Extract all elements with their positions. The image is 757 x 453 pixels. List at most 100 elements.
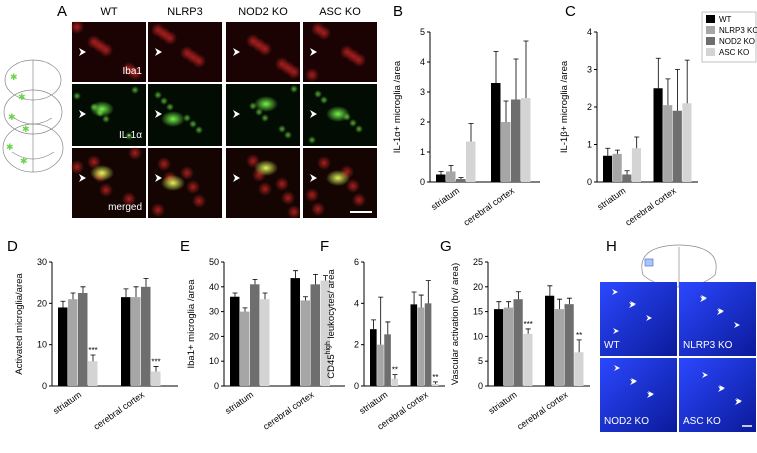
y-axis-label: Vascular activation (bv/ area) — [450, 263, 461, 385]
y-tick-label: 0 — [420, 177, 425, 187]
y-tick-label: 4 — [587, 27, 592, 37]
bar — [290, 278, 300, 386]
arrowhead — [702, 372, 708, 378]
cell — [275, 57, 289, 71]
error-bar — [232, 292, 238, 297]
bar — [564, 304, 574, 386]
micrograph-grid: H WT NLRP3 KO NOD2 KO ASC KO — [600, 238, 756, 432]
cell — [340, 45, 354, 59]
bar — [554, 309, 564, 386]
error-bar — [614, 149, 620, 154]
y-tick-label: 0 — [354, 381, 359, 391]
error-bar — [458, 177, 464, 179]
y-tick-label: 25 — [473, 257, 483, 267]
svg-text:✱: ✱ — [22, 124, 30, 134]
bar — [240, 311, 250, 386]
bar — [446, 171, 456, 182]
cell — [189, 120, 197, 128]
cell — [154, 91, 162, 99]
x-tick-label: cerebral cortex — [515, 389, 570, 432]
cell — [180, 46, 194, 60]
y-tick-label: 10 — [473, 331, 483, 341]
panel-letter: D — [7, 238, 18, 255]
cell — [99, 183, 113, 197]
legend-swatch — [706, 26, 715, 34]
arrowhead — [614, 365, 620, 371]
y-tick-label: 6 — [354, 257, 359, 267]
cell — [128, 146, 142, 160]
x-tick-label: striatum — [51, 389, 83, 416]
brain-sketch — [641, 244, 717, 288]
bar — [631, 148, 641, 182]
cell — [352, 193, 366, 207]
error-bar — [557, 298, 563, 310]
column-header: ASC KO — [319, 6, 361, 18]
micrograph — [600, 358, 677, 432]
micrograph — [679, 282, 756, 356]
y-tick-label: 5 — [420, 27, 425, 37]
significance: ** — [392, 366, 398, 375]
cell — [284, 131, 292, 139]
cell — [290, 85, 298, 93]
cell — [308, 136, 316, 144]
cell — [180, 166, 194, 180]
row-label: merged — [108, 202, 142, 213]
bar — [377, 344, 384, 386]
error-bar — [438, 171, 444, 175]
arrowhead — [155, 174, 162, 182]
svg-text:✱: ✱ — [18, 92, 26, 102]
error-bar — [80, 286, 86, 293]
micrograph-grid: WT NLRP3 NOD2 KO ASC KO Iba1 IL-1α merged — [70, 6, 377, 219]
error-bar — [90, 354, 96, 362]
bar — [417, 307, 425, 386]
error-bar — [684, 59, 690, 104]
error-bar — [242, 307, 248, 312]
legend: WT NLRP3 KO NOD2 KO ASC KO — [701, 11, 757, 63]
cell — [314, 90, 322, 98]
bar — [250, 284, 260, 386]
x-tick-label: cerebral cortex — [462, 185, 517, 228]
cell — [317, 156, 331, 170]
error-bar — [503, 100, 509, 122]
x-tick-label: cerebral cortex — [92, 389, 147, 432]
row-label: Iba1 — [123, 66, 143, 77]
bar — [663, 105, 673, 182]
image-label: ASC KO — [683, 416, 721, 427]
bar — [436, 174, 446, 182]
x-tick-label: striatum — [595, 185, 627, 212]
cell — [73, 92, 81, 100]
error-bar — [665, 78, 671, 106]
row-label: IL-1α — [119, 130, 142, 141]
error-bar — [378, 296, 384, 345]
arrowhead — [631, 378, 637, 384]
arrowhead — [79, 174, 86, 182]
cell — [131, 86, 139, 94]
error-bar — [143, 278, 149, 287]
bar — [456, 179, 466, 182]
error-bar — [624, 170, 630, 175]
error-bar — [605, 147, 611, 156]
x-tick-label: striatum — [357, 389, 389, 416]
error-bar — [655, 57, 661, 89]
cell — [281, 191, 295, 205]
bar — [78, 293, 88, 386]
x-tick-label: striatum — [429, 185, 461, 212]
arrowhead — [233, 110, 240, 118]
cell — [349, 119, 357, 127]
y-tick-label: 30 — [209, 307, 219, 317]
y-tick-label: 15 — [473, 307, 483, 317]
arrowhead — [648, 391, 654, 397]
y-tick-label: 20 — [473, 282, 483, 292]
cell — [161, 175, 185, 191]
cell — [287, 205, 301, 219]
y-tick-label: 0 — [478, 381, 483, 391]
bar — [503, 307, 513, 386]
arrowhead — [310, 48, 317, 56]
y-tick-label: 30 — [37, 257, 47, 267]
y-tick-label: 40 — [209, 282, 219, 292]
cell — [305, 188, 319, 202]
arrowhead — [79, 48, 86, 56]
bar — [672, 110, 682, 182]
y-tick-label: 2 — [587, 102, 592, 112]
